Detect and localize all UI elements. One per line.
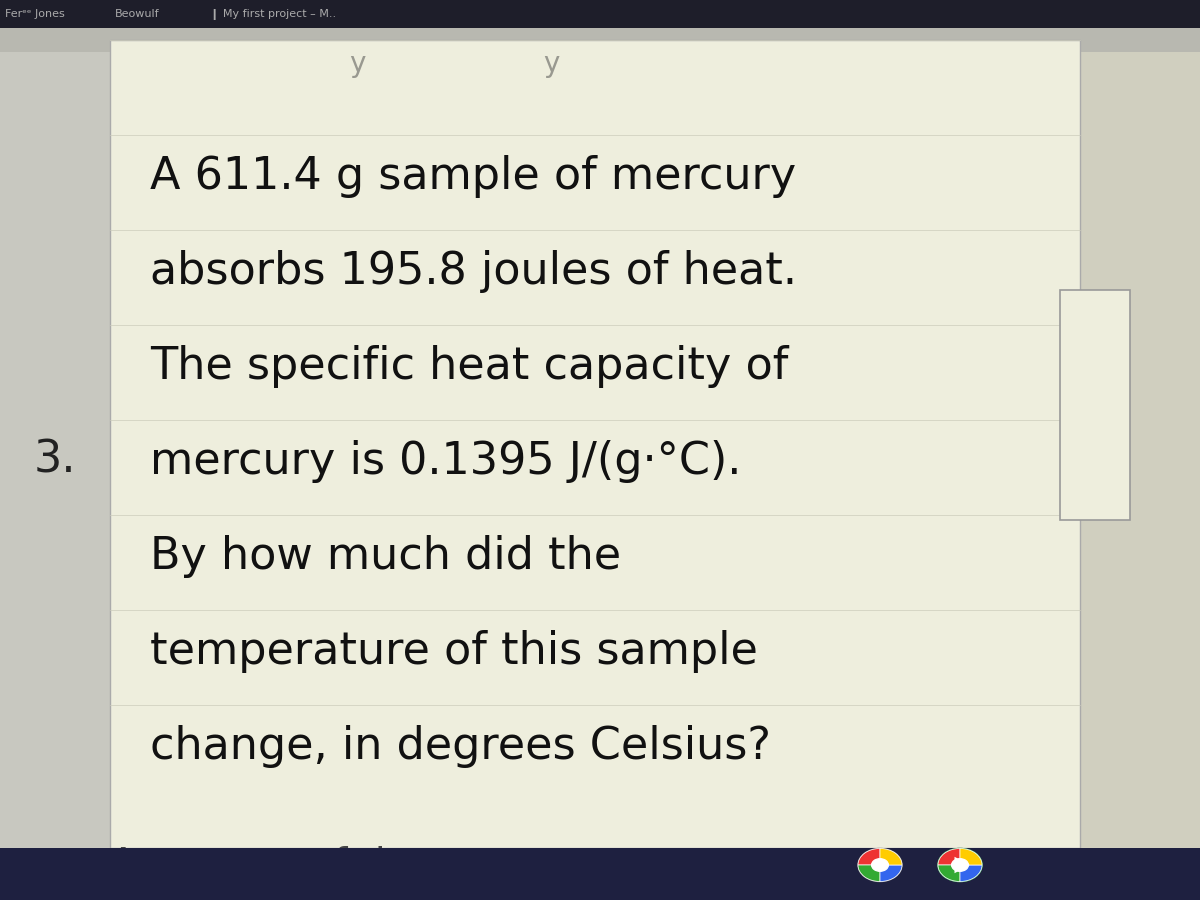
Bar (0, 0, 1200, 28)
Text: By how much did the: By how much did the (150, 535, 622, 578)
Wedge shape (858, 865, 880, 881)
Circle shape (871, 859, 888, 871)
Bar (0, 848, 1200, 900)
Wedge shape (880, 849, 902, 865)
Wedge shape (960, 865, 982, 881)
Wedge shape (858, 849, 880, 865)
Bar (1060, 290, 1130, 520)
Polygon shape (954, 857, 970, 873)
Wedge shape (938, 849, 960, 865)
Circle shape (938, 849, 982, 881)
Text: temperature of this sample: temperature of this sample (150, 630, 758, 673)
Wedge shape (880, 865, 902, 881)
Text: ❙ My first project – M..: ❙ My first project – M.. (210, 8, 336, 20)
Text: mercury is 0.1395 J/(g·°C).: mercury is 0.1395 J/(g·°C). (150, 440, 742, 483)
Wedge shape (938, 865, 960, 881)
Text: 3.: 3. (34, 438, 77, 482)
Circle shape (858, 849, 902, 881)
Bar (1080, 52, 1200, 872)
Text: change, in degrees Celsius?: change, in degrees Celsius? (150, 725, 772, 768)
Bar (110, 40, 1080, 848)
Text: Beowulf: Beowulf (115, 9, 160, 19)
Circle shape (938, 849, 982, 881)
Text: The specific heat capacity of: The specific heat capacity of (150, 345, 788, 388)
Text: absorbs 195.8 joules of heat.: absorbs 195.8 joules of heat. (150, 250, 797, 293)
Bar (0, 52, 110, 872)
Wedge shape (960, 849, 982, 865)
Text: A              of ti: A of ti (110, 845, 385, 883)
Text: y                    y: y y (350, 50, 560, 78)
Circle shape (952, 859, 968, 871)
Text: A 611.4 g sample of mercury: A 611.4 g sample of mercury (150, 155, 797, 198)
Text: Ferᵉᵉ Jones: Ferᵉᵉ Jones (5, 9, 65, 19)
